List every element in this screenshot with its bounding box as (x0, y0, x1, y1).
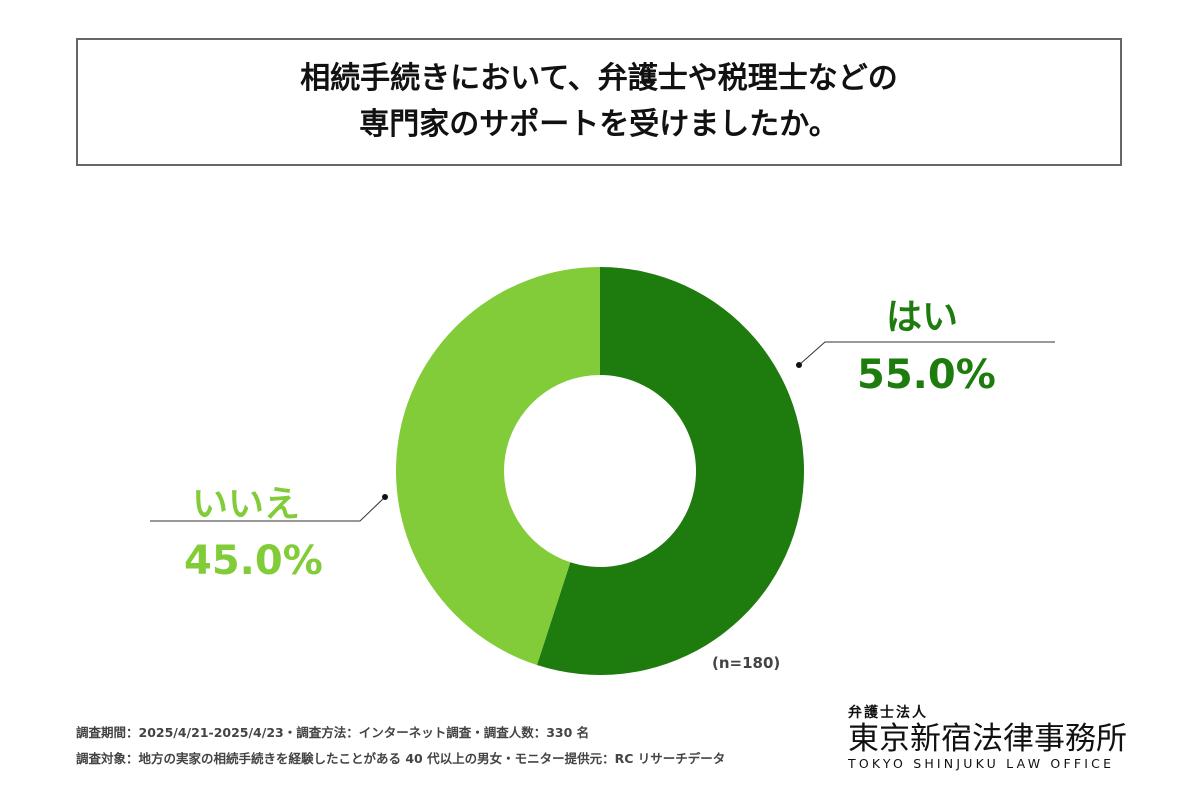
title-line-1: 相続手続きにおいて、弁護士や税理士などの (300, 61, 898, 96)
slice-label-no: いいえ (192, 484, 301, 525)
slice-label-yes: はい (886, 297, 959, 338)
leader-line-no (150, 496, 386, 522)
logo-main: 東京新宿法律事務所 (848, 721, 1127, 757)
footer-survey-period: 調査期間：2025/4/21-2025/4/23・調査方法：インターネット調査・… (76, 725, 590, 740)
logo-small: 弁護士法人 (848, 705, 928, 721)
donut-slice-no (396, 267, 600, 666)
sample-size-note: (n=180) (712, 654, 781, 672)
logo-english: TOKYO SHINJUKU LAW OFFICE (848, 756, 1115, 771)
title-line-2: 専門家のサポートを受けましたか。 (359, 107, 839, 142)
leader-line-yes (798, 341, 1055, 366)
chart-title: 相続手続きにおいて、弁護士や税理士などの 専門家のサポートを受けましたか。 (76, 38, 1122, 166)
logo: 弁護士法人 東京新宿法律事務所 TOKYO SHINJUKU LAW OFFIC… (848, 702, 1127, 771)
leader-dot-yes (796, 362, 802, 368)
donut-slice-yes (536, 267, 805, 675)
footer-survey-target: 調査対象：地方の実家の相続手続きを経験したことがある 40 代以上の男女・モニタ… (76, 751, 726, 766)
slice-value-no: 45.0% (184, 538, 323, 584)
slice-value-yes: 55.0% (857, 352, 996, 398)
leader-dot-no (382, 494, 388, 500)
